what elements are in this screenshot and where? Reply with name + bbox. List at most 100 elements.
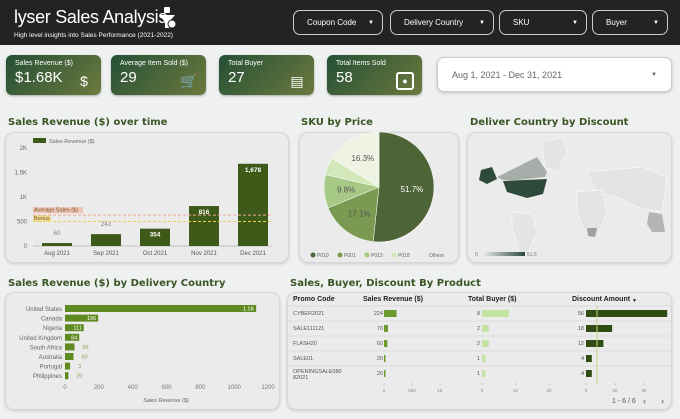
- country-bar-chart: United States 1.1K Canada 196 Nigeria 111 Unit…: [19, 305, 275, 404]
- country-label: Canada: [41, 317, 63, 323]
- legend-label: Sales Revenue ($): [49, 139, 95, 145]
- next-page-button[interactable]: ›: [661, 396, 664, 406]
- table-row[interactable]: 224 8 56: [374, 310, 668, 317]
- slice-label: 17.1%: [348, 209, 371, 218]
- caret-down-icon: ▼: [653, 19, 659, 26]
- legend-label: P018: [398, 253, 410, 259]
- y-tick-label: 500: [17, 220, 28, 226]
- slice-label: 9.8%: [337, 186, 355, 195]
- revenue-value: 20: [377, 371, 383, 377]
- money-bag-icon: $: [80, 73, 88, 89]
- reference-label: Bonus: [34, 216, 50, 222]
- table-row[interactable]: 60 2 12: [377, 340, 604, 347]
- y-tick-label: 1.5K: [15, 171, 27, 177]
- table-row[interactable]: 70 2 18: [377, 325, 613, 332]
- section-title: Sales Revenue ($) by Delivery Country: [8, 278, 226, 289]
- section-title: Deliver Country by Discount: [470, 117, 629, 128]
- map-alaska: [479, 167, 497, 184]
- buyer-filter[interactable]: Buyer ▼: [592, 10, 668, 35]
- x-tick-label: 200: [94, 385, 105, 391]
- map-legend-gradient: [481, 252, 525, 256]
- coupon-code-filter[interactable]: Coupon Code ▼: [293, 10, 383, 35]
- delivery-country-filter[interactable]: Delivery Country ▼: [390, 10, 494, 35]
- slice-label: 16.3%: [351, 154, 374, 163]
- data-label: 20: [76, 374, 82, 380]
- reference-label: Average Sales ($): [34, 208, 78, 214]
- col-header-discount[interactable]: Discount Amount: [572, 296, 631, 303]
- table-row[interactable]: 20 1 4: [377, 370, 592, 377]
- caret-down-icon: ▼: [368, 19, 374, 26]
- revenue-bar: [384, 325, 388, 332]
- x-tick-label: 0: [63, 385, 67, 391]
- map-africa: [576, 189, 608, 238]
- legend-label: P010: [317, 253, 329, 259]
- discount-value: 4: [581, 356, 584, 362]
- kpi-label: Sales Revenue ($): [15, 60, 73, 67]
- promo-code: OPENINGSALE08082021: [293, 369, 342, 381]
- legend-label: P001: [344, 253, 356, 259]
- axis-tick-label: 40: [641, 388, 647, 393]
- data-label: 196: [87, 316, 96, 322]
- data-label: 816: [199, 209, 210, 216]
- axis-tick-label: 0: [585, 388, 588, 393]
- slice-label: 51.7%: [401, 185, 424, 194]
- map-usa: [503, 179, 547, 198]
- data-label: 1,678: [245, 167, 262, 174]
- country-label: United States: [26, 307, 62, 313]
- buyer-bar: [482, 310, 509, 317]
- revenue-value: 70: [377, 326, 383, 332]
- discount-bar: [586, 325, 613, 332]
- filter-label: SKU: [513, 18, 530, 27]
- kpi-total-items-sold: Total Items Sold 58 ●: [327, 55, 422, 95]
- map-south-africa: [587, 228, 597, 237]
- y-tick-label: 0: [24, 244, 28, 250]
- buyer-value: 1: [477, 371, 480, 377]
- revenue-bar: [384, 340, 388, 347]
- country-label: United Kingdom: [19, 336, 62, 342]
- bar-Philippines: [65, 372, 69, 380]
- x-tick-label: 600: [161, 385, 172, 391]
- header-bar: [0, 0, 680, 45]
- bar-Oct 2021: [140, 228, 170, 246]
- col-header-buyer[interactable]: Total Buyer ($): [468, 296, 517, 303]
- cart-icon: 🛒: [180, 73, 198, 89]
- filter-label: Coupon Code: [307, 18, 357, 27]
- filter-label: Delivery Country: [404, 18, 464, 27]
- reference-label-bg: [33, 215, 51, 222]
- prev-page-button[interactable]: ‹: [643, 396, 646, 406]
- axis-tick-label: 1K: [437, 388, 443, 393]
- bar-Aug 2021: [42, 243, 72, 246]
- col-header-revenue[interactable]: Sales Revenue ($): [363, 296, 423, 303]
- country-label: Australia: [39, 355, 63, 361]
- axis-tick-label: 10: [513, 388, 519, 393]
- caret-down-icon: ▼: [479, 19, 485, 26]
- date-range-picker[interactable]: Aug 1, 2021 - Dec 31, 2021 ▼: [437, 57, 672, 92]
- map-greenland: [541, 136, 568, 173]
- world-map[interactable]: 0 51.5: [467, 132, 672, 263]
- bar-Canada: [65, 314, 99, 322]
- x-tick-label: 1000: [227, 385, 241, 391]
- country-label: Nigeria: [43, 326, 63, 332]
- col-header-promo[interactable]: Promo Code: [293, 296, 335, 303]
- bar-United Kingdom: [65, 333, 80, 341]
- receipt-icon: ▤: [290, 73, 304, 89]
- revenue-value: 224: [374, 311, 383, 317]
- table-row[interactable]: 20 1 4: [377, 355, 592, 362]
- data-label: 56: [82, 345, 88, 351]
- sku-filter[interactable]: SKU ▼: [499, 10, 587, 35]
- axis-tick-label: 500: [408, 388, 416, 393]
- revenue-bar: [384, 310, 397, 317]
- pie-slice-Others: [331, 132, 380, 188]
- kpi-average-item-sold: Average Item Sold ($) 29 🛒: [111, 55, 206, 95]
- filter-label: Buyer: [606, 18, 627, 27]
- bar-South Africa: [65, 343, 75, 351]
- map-canada: [497, 157, 547, 180]
- x-tick-label: 800: [195, 385, 206, 391]
- sort-desc-icon[interactable]: ▼: [632, 298, 637, 304]
- card-icon: ●: [396, 72, 414, 90]
- discount-value: 4: [581, 371, 584, 377]
- section-title: SKU by Price: [301, 117, 373, 128]
- y-tick-label: 1K: [20, 195, 27, 201]
- kpi-value: 58: [336, 69, 353, 86]
